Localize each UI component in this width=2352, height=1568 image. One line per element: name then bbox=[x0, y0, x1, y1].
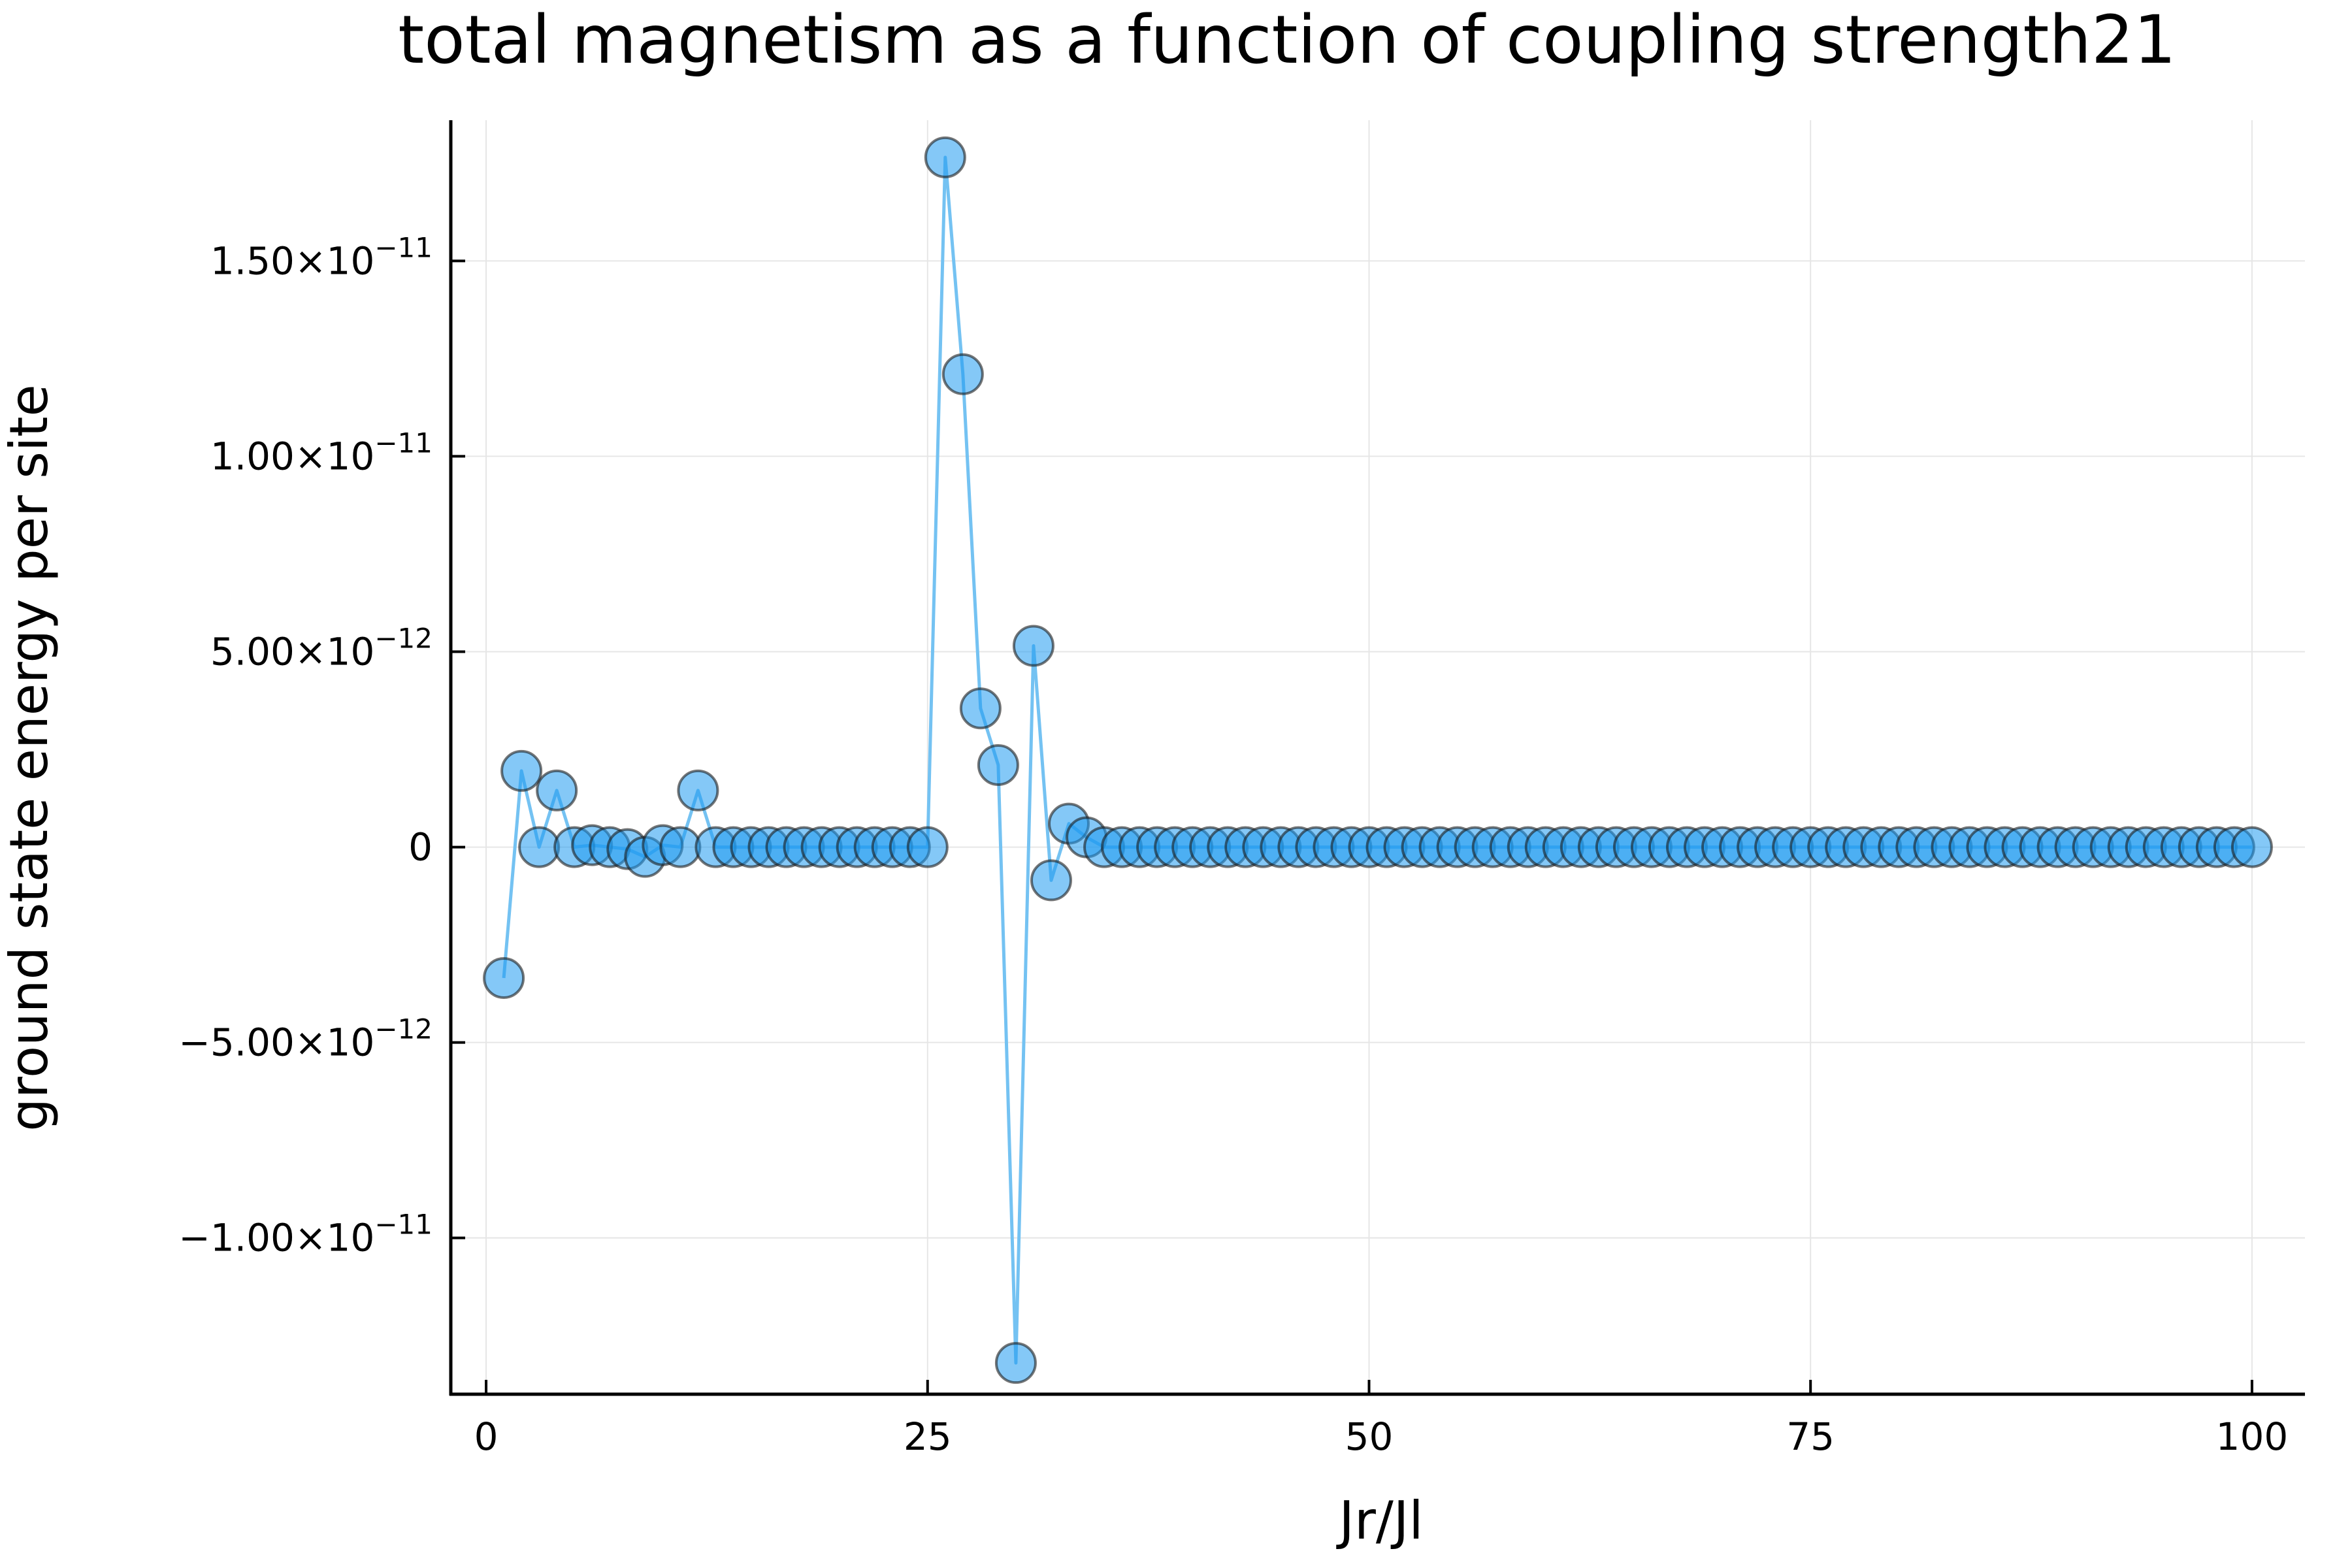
data-point bbox=[941, 353, 984, 395]
data-series bbox=[483, 136, 2273, 1384]
data-point bbox=[959, 687, 1002, 730]
data-point bbox=[977, 743, 1019, 786]
x-tick-label: 50 bbox=[1345, 1414, 1394, 1459]
y-tick-label: −5.00×10−12 bbox=[178, 1013, 433, 1065]
y-tick-label: 1.00×10−11 bbox=[210, 427, 433, 478]
data-point bbox=[1030, 859, 1072, 902]
data-point bbox=[659, 826, 702, 868]
data-point bbox=[994, 1342, 1037, 1384]
axes bbox=[449, 120, 2305, 1396]
data-point bbox=[536, 769, 578, 811]
data-point bbox=[518, 826, 561, 868]
y-tick-label: 0 bbox=[408, 825, 433, 870]
chart-title: total magnetism as a function of couplin… bbox=[398, 1, 2176, 79]
data-point bbox=[1012, 625, 1054, 667]
x-tick-label: 100 bbox=[2216, 1414, 2289, 1459]
tick-labels: 0 25 50 75 100 1.50×10−11 1.00×10−11 5.00×10−12… bbox=[178, 231, 2288, 1459]
series-line bbox=[502, 155, 2252, 1365]
y-tick-label: 1.50×10−11 bbox=[210, 231, 433, 283]
data-point bbox=[924, 136, 966, 178]
data-point bbox=[483, 956, 525, 999]
x-tick-label: 25 bbox=[904, 1414, 952, 1459]
data-point bbox=[500, 749, 543, 792]
grid-lines bbox=[451, 120, 2305, 1394]
data-point bbox=[677, 769, 719, 811]
x-axis-label: Jr/Jl bbox=[1335, 1490, 1423, 1551]
y-axis-label: ground state energy per site bbox=[0, 384, 59, 1132]
data-point bbox=[2230, 826, 2273, 868]
y-tick-label: 5.00×10−12 bbox=[210, 622, 433, 674]
y-tick-label: −1.00×10−11 bbox=[178, 1209, 433, 1260]
x-tick-label: 0 bbox=[474, 1414, 498, 1459]
x-tick-label: 75 bbox=[1786, 1414, 1835, 1459]
data-point bbox=[906, 826, 949, 868]
